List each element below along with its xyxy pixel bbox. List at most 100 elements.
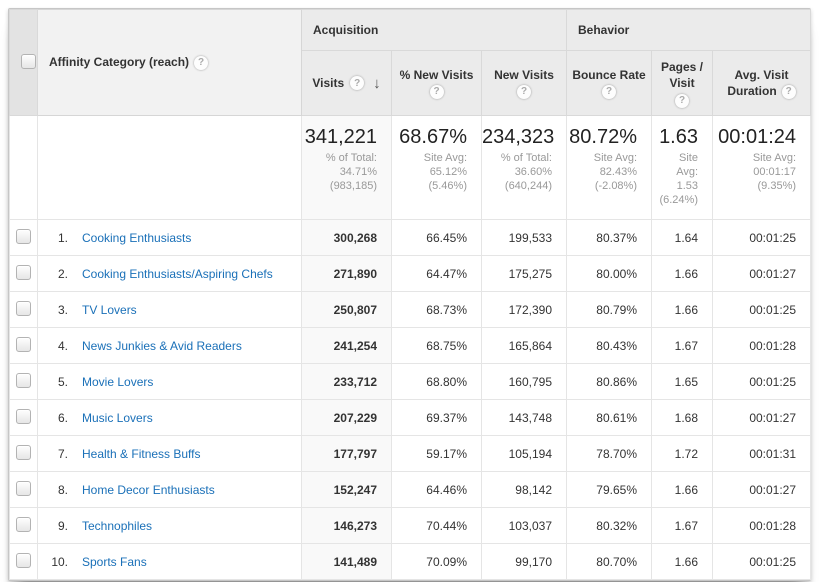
summary-pct-new-visits-cell: 68.67% Site Avg: 65.12% (5.46%) bbox=[391, 115, 482, 220]
row-check-cell bbox=[9, 435, 38, 472]
row-checkbox[interactable] bbox=[16, 264, 31, 280]
category-cell: 4. News Junkies & Avid Readers bbox=[37, 327, 302, 364]
summary-pages-visit-cell: 1.63 Site Avg: 1.53 (6.24%) bbox=[651, 115, 713, 220]
help-icon[interactable]: ? bbox=[350, 76, 365, 90]
column-header-visits[interactable]: Visits? ↓ bbox=[301, 50, 392, 116]
category-link[interactable]: Music Lovers bbox=[82, 410, 153, 425]
summary-avg-visit-duration-value: 00:01:24 bbox=[718, 126, 797, 148]
help-icon[interactable]: ? bbox=[517, 84, 531, 99]
summary-row: 341,221 % of Total: 34.71% (983,185) 68.… bbox=[9, 115, 812, 220]
row-check-cell bbox=[9, 507, 38, 544]
group-header-acquisition: Acquisition bbox=[301, 9, 567, 51]
row-rank: 1. bbox=[57, 230, 68, 245]
visits-cell: 152,247 bbox=[301, 471, 392, 508]
help-icon[interactable]: ? bbox=[429, 84, 444, 99]
pages-visit-cell: 1.68 bbox=[651, 399, 713, 436]
new-visits-label: New Visits bbox=[494, 67, 554, 82]
pages-visit-cell: 1.64 bbox=[651, 219, 713, 256]
visits-cell: 271,890 bbox=[301, 255, 392, 292]
row-check-cell bbox=[9, 327, 38, 364]
summary-pages-visit-subtext: Site Avg: 1.53 (6.24%) bbox=[659, 152, 698, 206]
table-row: 1. Cooking Enthusiasts 300,268 66.45% 199… bbox=[9, 219, 812, 256]
column-header-new-visits[interactable]: New Visits? bbox=[481, 50, 567, 116]
column-header-pct-new-visits[interactable]: % New Visits? bbox=[391, 50, 482, 116]
bounce-rate-cell: 80.00% bbox=[566, 255, 652, 292]
pages-visit-cell: 1.66 bbox=[651, 255, 713, 292]
row-checkbox[interactable] bbox=[16, 444, 31, 460]
visits-cell: 177,797 bbox=[301, 435, 392, 472]
avg-visit-duration-cell: 00:01:25 bbox=[711, 543, 812, 580]
table-row: 10. Sports Fans 141,489 70.09% 99,170 80.… bbox=[9, 543, 812, 580]
category-link[interactable]: Health & Fitness Buffs bbox=[82, 446, 201, 461]
row-check-cell bbox=[9, 543, 38, 580]
category-link[interactable]: Cooking Enthusiasts bbox=[82, 230, 192, 245]
visits-cell: 300,268 bbox=[301, 219, 392, 256]
row-checkbox[interactable] bbox=[16, 408, 31, 424]
new-visits-cell: 105,194 bbox=[481, 435, 567, 472]
row-checkbox[interactable] bbox=[16, 516, 31, 532]
category-link[interactable]: Movie Lovers bbox=[82, 374, 154, 389]
new-visits-cell: 165,864 bbox=[481, 327, 567, 364]
category-link[interactable]: Cooking Enthusiasts/Aspiring Chefs bbox=[82, 266, 273, 281]
summary-new-visits-cell: 234,323 % of Total: 36.60% (640,244) bbox=[481, 115, 567, 220]
row-rank: 8. bbox=[57, 482, 68, 497]
avg-visit-duration-cell: 00:01:27 bbox=[711, 255, 812, 292]
group-header-row: Affinity Category (reach)? Acquisition B… bbox=[9, 9, 812, 116]
pct-new-visits-label: % New Visits bbox=[399, 67, 474, 82]
row-checkbox[interactable] bbox=[16, 552, 31, 568]
category-link[interactable]: Technophiles bbox=[82, 518, 153, 533]
category-link[interactable]: Home Decor Enthusiasts bbox=[82, 482, 215, 497]
summary-bounce-rate-subtext: Site Avg: 82.43% (-2.08%) bbox=[593, 152, 637, 192]
summary-visits-cell: 341,221 % of Total: 34.71% (983,185) bbox=[301, 115, 392, 220]
pages-visit-cell: 1.67 bbox=[651, 507, 713, 544]
column-header-row: Visits? ↓ % New Visits? New Visits? Bounc… bbox=[10, 50, 812, 116]
column-header-pages-visit[interactable]: Pages / Visit? bbox=[651, 50, 713, 116]
bounce-rate-cell: 80.61% bbox=[566, 399, 652, 436]
table-row: 8. Home Decor Enthusiasts 152,247 64.46% … bbox=[9, 471, 812, 508]
column-header-affinity-category[interactable]: Affinity Category (reach)? bbox=[37, 9, 302, 116]
bounce-rate-cell: 80.70% bbox=[566, 543, 652, 580]
row-check-cell bbox=[9, 255, 38, 292]
category-link[interactable]: News Junkies & Avid Readers bbox=[82, 338, 242, 353]
sort-descending-icon[interactable]: ↓ bbox=[373, 74, 381, 92]
column-header-avg-visit-duration[interactable]: Avg. Visit Duration? bbox=[711, 50, 812, 116]
table-row: 3. TV Lovers 250,807 68.73% 172,390 80.79… bbox=[9, 291, 812, 328]
pct-new-visits-cell: 66.45% bbox=[391, 219, 482, 256]
new-visits-cell: 103,037 bbox=[481, 507, 567, 544]
row-rank: 2. bbox=[57, 266, 68, 281]
row-checkbox[interactable] bbox=[16, 300, 31, 316]
row-rank: 5. bbox=[57, 374, 68, 389]
help-icon[interactable]: ? bbox=[781, 84, 796, 99]
category-link[interactable]: TV Lovers bbox=[82, 302, 137, 317]
new-visits-cell: 99,170 bbox=[481, 543, 567, 580]
avg-visit-duration-cell: 00:01:27 bbox=[711, 471, 812, 508]
select-all-checkbox[interactable] bbox=[21, 53, 36, 69]
category-link[interactable]: Sports Fans bbox=[82, 554, 147, 569]
row-checkbox[interactable] bbox=[16, 228, 31, 244]
category-cell: 10. Sports Fans bbox=[37, 543, 302, 580]
help-icon[interactable]: ? bbox=[675, 93, 689, 108]
row-checkbox[interactable] bbox=[16, 372, 31, 388]
row-checkbox[interactable] bbox=[16, 336, 31, 352]
bounce-rate-cell: 80.32% bbox=[566, 507, 652, 544]
row-check-cell bbox=[9, 399, 38, 436]
column-header-bounce-rate[interactable]: Bounce Rate? bbox=[566, 50, 652, 116]
pages-visit-cell: 1.66 bbox=[651, 471, 713, 508]
help-icon[interactable]: ? bbox=[194, 55, 209, 70]
new-visits-cell: 143,748 bbox=[481, 399, 567, 436]
bounce-rate-cell: 78.70% bbox=[566, 435, 652, 472]
summary-bounce-rate-value: 80.72% bbox=[569, 126, 637, 148]
table-row: 7. Health & Fitness Buffs 177,797 59.17% … bbox=[9, 435, 812, 472]
pages-visit-cell: 1.66 bbox=[651, 543, 713, 580]
visits-cell: 141,489 bbox=[301, 543, 392, 580]
summary-pct-new-visits-subtext: Site Avg: 65.12% (5.46%) bbox=[423, 152, 467, 192]
summary-bounce-rate-cell: 80.72% Site Avg: 82.43% (-2.08%) bbox=[566, 115, 652, 220]
summary-avg-visit-duration-subtext: Site Avg: 00:01:17 (9.35%) bbox=[752, 152, 797, 192]
row-checkbox[interactable] bbox=[16, 480, 31, 496]
new-visits-cell: 160,795 bbox=[481, 363, 567, 400]
category-cell: 5. Movie Lovers bbox=[37, 363, 302, 400]
analytics-table: Affinity Category (reach)? Acquisition B… bbox=[9, 9, 812, 580]
help-icon[interactable]: ? bbox=[602, 84, 616, 99]
avg-visit-duration-cell: 00:01:28 bbox=[711, 507, 812, 544]
bounce-rate-cell: 80.37% bbox=[566, 219, 652, 256]
